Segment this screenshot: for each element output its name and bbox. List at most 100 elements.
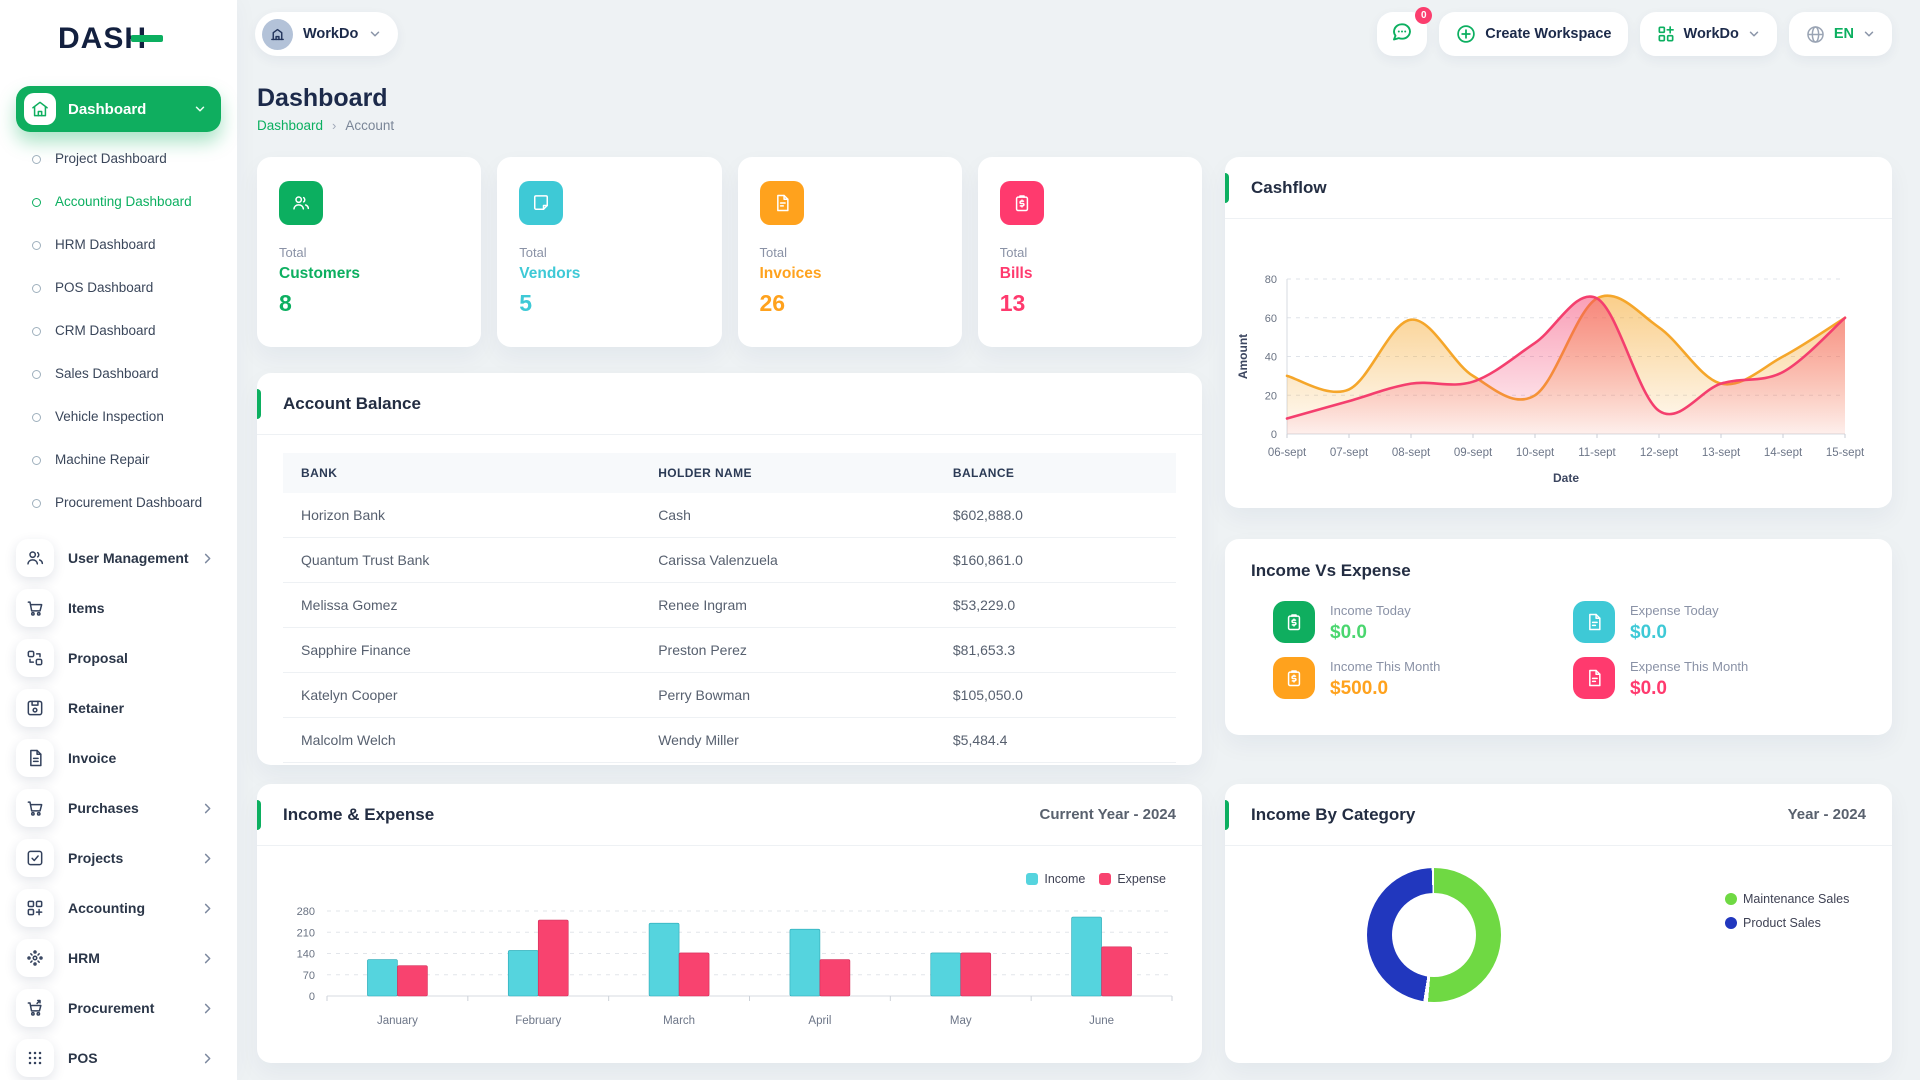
- svg-text:January: January: [377, 1015, 418, 1027]
- bullet-icon: [32, 241, 41, 250]
- clipboard-dollar-icon: [1273, 601, 1315, 643]
- legend-swatch: [1725, 893, 1737, 905]
- app-switcher-button[interactable]: WorkDo: [1639, 12, 1777, 56]
- stat-card-invoices: Total Invoices 26: [737, 157, 962, 347]
- income-by-category-card: Income By Category Year - 2024 Maintenan…: [1225, 784, 1892, 1063]
- table-row: Malcolm Welch Wendy Miller $5,484.4: [283, 717, 1176, 763]
- legend-swatch: [1026, 873, 1039, 885]
- svg-text:40: 40: [1265, 352, 1277, 364]
- sidebar-item-machine-repair[interactable]: Machine Repair: [16, 439, 221, 482]
- stat-label: Bills: [999, 265, 1033, 282]
- svg-text:April: April: [808, 1015, 831, 1027]
- sidebar-item-purchases[interactable]: Purchases: [16, 783, 221, 833]
- sidebar-item-procurement-dashboard[interactable]: Procurement Dashboard: [16, 482, 221, 525]
- table-column-header: HOLDER NAME: [640, 453, 935, 493]
- messages-button[interactable]: 0: [1377, 7, 1433, 56]
- svg-text:11-sept: 11-sept: [1578, 447, 1616, 459]
- sidebar-item-label: Project Dashboard: [55, 151, 167, 167]
- table-cell: $602,888.0: [934, 493, 1176, 538]
- sidebar-item-vehicle-inspection[interactable]: Vehicle Inspection: [16, 396, 221, 439]
- account-balance-title: Account Balance: [283, 393, 421, 413]
- legend-item-income[interactable]: Income: [1026, 872, 1085, 886]
- breadcrumb-link-dashboard[interactable]: Dashboard: [257, 118, 324, 133]
- svg-text:0: 0: [1271, 429, 1277, 441]
- income-vs-expense-title: Income Vs Expense: [1251, 561, 1411, 580]
- legend-label: Income: [1044, 872, 1086, 886]
- receipt-icon: [759, 181, 804, 225]
- language-label: EN: [1833, 26, 1854, 42]
- table-cell: $105,050.0: [934, 672, 1176, 718]
- sidebar-item-pos-dashboard[interactable]: POS Dashboard: [16, 267, 221, 310]
- globe-icon: [1805, 24, 1826, 45]
- stat-value: 5: [519, 290, 533, 316]
- note-icon: [519, 181, 564, 225]
- create-workspace-button[interactable]: Create Workspace: [1439, 12, 1628, 56]
- sidebar-item-invoice[interactable]: Invoice: [16, 733, 221, 783]
- brand-logo[interactable]: DASH: [58, 22, 164, 56]
- cashflow-card: Cashflow 0 20 40 60 80 06-sept 07-sept 08-sept 0…: [1225, 157, 1892, 508]
- income-expense-card: Income & Expense Current Year - 2024 Inc…: [257, 784, 1202, 1063]
- table-cell: $53,229.0: [934, 582, 1176, 628]
- sidebar-item-retainer[interactable]: Retainer: [16, 683, 221, 733]
- sidebar-item-pos[interactable]: POS: [16, 1033, 221, 1080]
- sidebar-item-label: Retainer: [68, 700, 125, 716]
- table-cell: $5,484.4: [934, 717, 1176, 763]
- table-cell: Perry Bowman: [640, 672, 935, 718]
- workspace-selector[interactable]: WorkDo: [255, 12, 399, 56]
- breadcrumb: Dashboard › Account: [257, 118, 394, 133]
- sidebar-item-dashboard[interactable]: Dashboard: [16, 86, 221, 132]
- sidebar-item-label: HRM: [68, 950, 100, 966]
- svg-text:14-sept: 14-sept: [1764, 447, 1803, 459]
- svg-text:Date: Date: [1553, 471, 1579, 485]
- sidebar-menu-list: User Management Items Proposal Retainer …: [16, 533, 221, 1080]
- grid-plus-icon: [16, 889, 54, 927]
- sidebar-item-projects[interactable]: Projects: [16, 833, 221, 883]
- svg-text:May: May: [950, 1015, 972, 1027]
- sidebar-item-label: Invoice: [68, 750, 117, 766]
- stat-cards-row: Total Customers 8 Total Vendors 5 Total …: [257, 157, 1202, 347]
- svg-text:February: February: [515, 1015, 561, 1027]
- sidebar-item-label: Items: [68, 600, 105, 616]
- language-selector[interactable]: EN: [1788, 12, 1892, 56]
- sidebar-item-hrm[interactable]: HRM: [16, 933, 221, 983]
- ive-label: Expense This Month: [1630, 659, 1749, 674]
- sidebar-item-sales-dashboard[interactable]: Sales Dashboard: [16, 353, 221, 396]
- ive-amount: $500.0: [1330, 678, 1389, 699]
- sidebar-item-user-management[interactable]: User Management: [16, 533, 221, 583]
- income-by-category-subtitle: Year - 2024: [1787, 806, 1866, 823]
- stat-value: 8: [279, 290, 292, 316]
- chevron-right-icon: [200, 951, 215, 966]
- sidebar-item-accounting[interactable]: Accounting: [16, 883, 221, 933]
- chevron-right-icon: [200, 901, 215, 916]
- svg-text:0: 0: [309, 991, 315, 1003]
- legend-item-expense[interactable]: Expense: [1099, 872, 1166, 886]
- table-cell: Quantum Trust Bank: [283, 537, 641, 583]
- sidebar-item-procurement[interactable]: Procurement: [16, 983, 221, 1033]
- messages-badge: 0: [1415, 7, 1433, 24]
- sidebar-item-accounting-dashboard[interactable]: Accounting Dashboard: [16, 181, 221, 224]
- svg-text:Amount: Amount: [1236, 334, 1250, 379]
- table-row: Quantum Trust Bank Carissa Valenzuela $160…: [283, 537, 1176, 583]
- chevron-down-icon: [1862, 27, 1876, 41]
- legend-item-maintenance-sales[interactable]: Maintenance Sales: [1725, 892, 1849, 906]
- stat-prefix: Total: [759, 245, 787, 260]
- sidebar-item-items[interactable]: Items: [16, 583, 221, 633]
- svg-text:06-sept: 06-sept: [1268, 447, 1307, 459]
- sidebar-item-crm-dashboard[interactable]: CRM Dashboard: [16, 310, 221, 353]
- chevron-right-icon: [200, 1001, 215, 1016]
- sidebar-item-project-dashboard[interactable]: Project Dashboard: [16, 138, 221, 181]
- legend-swatch: [1099, 873, 1112, 885]
- svg-text:09-sept: 09-sept: [1454, 447, 1493, 459]
- sidebar-item-proposal[interactable]: Proposal: [16, 633, 221, 683]
- table-cell: Sapphire Finance: [283, 627, 641, 673]
- account-balance-header: Account Balance: [257, 373, 1202, 435]
- sidebar-item-hrm-dashboard[interactable]: HRM Dashboard: [16, 224, 221, 267]
- svg-text:70: 70: [303, 970, 315, 982]
- sidebar-item-label: Dashboard: [68, 100, 147, 118]
- legend-item-product-sales[interactable]: Product Sales: [1725, 916, 1821, 930]
- page-title: Dashboard: [257, 84, 388, 112]
- legend-label: Maintenance Sales: [1743, 892, 1850, 906]
- table-cell: Melissa Gomez: [283, 582, 641, 628]
- svg-text:80: 80: [1265, 274, 1277, 286]
